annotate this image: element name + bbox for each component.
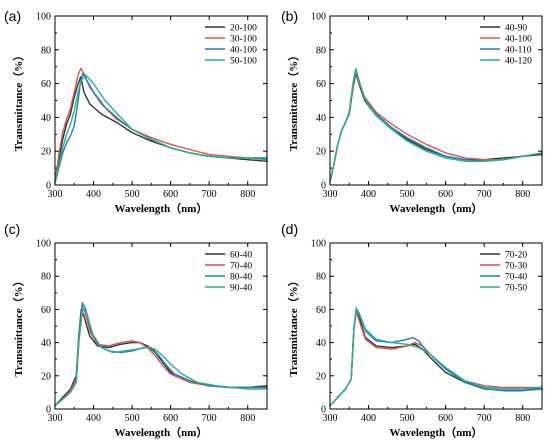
- series-line-30-100: [54, 67, 268, 183]
- legend-label: 80-40: [230, 273, 252, 283]
- y-axis-title: Transmittance（%）: [12, 50, 25, 151]
- series-line-20-100: [54, 76, 268, 183]
- x-axis-title: Wavelength（nm）: [390, 426, 483, 439]
- y-tick-label: 40: [41, 113, 51, 124]
- y-tick-label: 100: [311, 239, 326, 250]
- y-tick-label: 60: [316, 79, 326, 90]
- series-line-70-50: [329, 307, 543, 407]
- series-line-40-120: [329, 67, 543, 183]
- x-tick-label: 500: [400, 189, 415, 200]
- y-tick-label: 80: [316, 272, 326, 283]
- legend-label: 40-90: [505, 24, 527, 34]
- x-tick-label: 800: [515, 189, 530, 200]
- legend-label: 40-100: [230, 46, 257, 56]
- chart-panel-2: (c) 300 400 500 600 700 800 0 20 40 60 80 100 Wavelen…: [4, 221, 268, 439]
- x-tick-label: 600: [438, 413, 453, 424]
- legend-label: 70-40: [505, 273, 527, 283]
- legend-label: 90-40: [230, 284, 252, 294]
- legend-label: 70-50: [505, 284, 527, 294]
- x-tick-label: 700: [477, 189, 492, 200]
- y-tick-label: 80: [316, 45, 326, 56]
- legend-label: 20-100: [230, 24, 257, 34]
- chart-panel-1: (b) 300 400 500 600 700 800 0 20 40 60 80 100 Wavelen…: [281, 8, 543, 215]
- legend-label: 30-100: [230, 35, 257, 45]
- y-tick-label: 60: [41, 79, 51, 90]
- y-axis-title: Transmittance（%）: [12, 275, 25, 376]
- y-tick-label: 20: [316, 147, 326, 158]
- x-tick-label: 400: [361, 189, 376, 200]
- legend-label: 50-100: [230, 57, 257, 67]
- y-tick-label: 40: [316, 113, 326, 124]
- legend-label: 40-120: [505, 57, 532, 67]
- x-tick-label: 800: [240, 189, 255, 200]
- x-tick-label: 500: [125, 413, 140, 424]
- y-tick-label: 60: [316, 305, 326, 316]
- y-axis-title: Transmittance（%）: [287, 275, 300, 376]
- panel-letter: (c): [4, 221, 20, 237]
- x-axis-title: Wavelength（nm）: [115, 202, 208, 215]
- x-tick-label: 300: [48, 189, 63, 200]
- x-tick-label: 800: [240, 413, 255, 424]
- series-line-70-40: [54, 305, 268, 407]
- x-tick-label: 400: [86, 189, 101, 200]
- x-tick-label: 500: [125, 189, 140, 200]
- series-line-40-100: [54, 72, 268, 185]
- x-axis-title: Wavelength（nm）: [115, 426, 208, 439]
- y-tick-label: 0: [46, 181, 51, 192]
- x-tick-label: 700: [202, 189, 217, 200]
- y-tick-label: 40: [41, 338, 51, 349]
- y-tick-label: 80: [41, 272, 51, 283]
- x-tick-label: 600: [163, 189, 178, 200]
- x-tick-label: 700: [202, 413, 217, 424]
- x-tick-label: 700: [477, 413, 492, 424]
- legend-label: 40-110: [505, 46, 532, 56]
- x-tick-label: 600: [163, 413, 178, 424]
- chart-panel-3: (d) 300 400 500 600 700 800 0 20 40 60 80 100 Wavelen…: [281, 221, 543, 439]
- y-tick-label: 20: [41, 147, 51, 158]
- panel-letter: (d): [281, 221, 298, 237]
- legend-label: 70-20: [505, 251, 527, 261]
- y-tick-label: 0: [321, 181, 326, 192]
- legend-label: 70-30: [505, 262, 527, 272]
- legend-label: 60-40: [230, 251, 252, 261]
- y-tick-label: 100: [36, 12, 51, 23]
- y-tick-label: 60: [41, 305, 51, 316]
- y-tick-label: 80: [41, 45, 51, 56]
- x-tick-label: 400: [86, 413, 101, 424]
- y-axis-title: Transmittance（%）: [287, 50, 300, 151]
- panel-letter: (b): [281, 8, 298, 24]
- x-tick-label: 300: [323, 189, 338, 200]
- chart-panel-0: (a) 300 400 500 600 700 800 0 20 40 60 80 100 Wavelen…: [4, 8, 268, 215]
- y-tick-label: 20: [316, 371, 326, 382]
- panel-letter: (a): [4, 8, 21, 24]
- series-line-50-100: [54, 74, 268, 185]
- x-tick-label: 600: [438, 189, 453, 200]
- x-tick-label: 400: [361, 413, 376, 424]
- legend-label: 70-40: [230, 262, 252, 272]
- y-tick-label: 0: [46, 405, 51, 416]
- x-axis-title: Wavelength（nm）: [390, 202, 483, 215]
- x-tick-label: 300: [323, 413, 338, 424]
- x-tick-label: 500: [400, 413, 415, 424]
- y-tick-label: 40: [316, 338, 326, 349]
- y-tick-label: 100: [36, 239, 51, 250]
- series-line-90-40: [54, 307, 268, 407]
- legend-label: 40-100: [505, 35, 532, 45]
- series-line-40-110: [329, 69, 543, 183]
- x-tick-label: 300: [48, 413, 63, 424]
- x-tick-label: 800: [515, 413, 530, 424]
- y-tick-label: 20: [41, 371, 51, 382]
- y-tick-label: 100: [311, 12, 326, 23]
- y-tick-label: 0: [321, 405, 326, 416]
